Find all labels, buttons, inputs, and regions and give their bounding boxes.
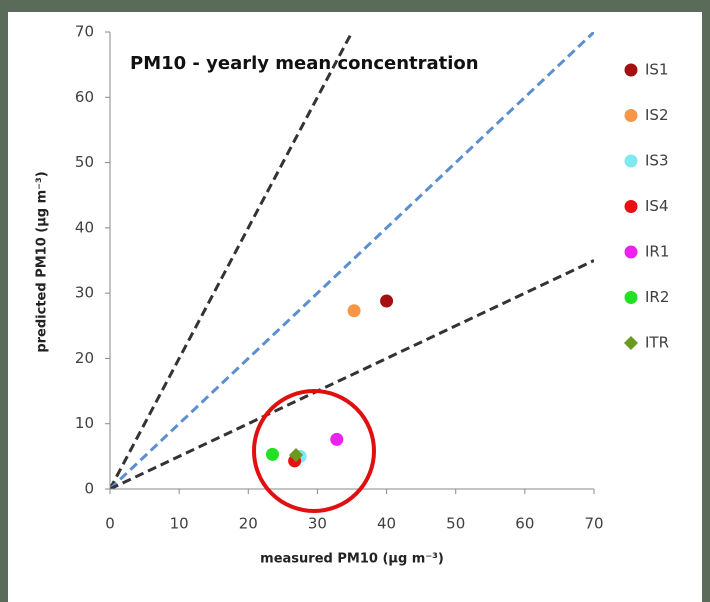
reference-line bbox=[110, 32, 594, 489]
legend-marker bbox=[624, 291, 638, 304]
y-tick-label: 40 bbox=[75, 218, 94, 236]
legend-marker bbox=[624, 154, 638, 168]
legend-label: IS3 bbox=[645, 152, 669, 170]
x-tick-label: 20 bbox=[239, 515, 258, 533]
legend-marker bbox=[624, 200, 638, 213]
x-tick-label: 70 bbox=[584, 515, 603, 533]
x-tick-label: 0 bbox=[105, 515, 115, 533]
x-tick-label: 10 bbox=[170, 515, 189, 533]
point bbox=[265, 447, 279, 461]
point bbox=[288, 448, 303, 463]
chart-title: PM10 - yearly mean concentration bbox=[130, 53, 479, 74]
y-tick-label: 10 bbox=[75, 414, 94, 432]
legend-marker bbox=[624, 245, 638, 259]
highlight-circle bbox=[252, 389, 376, 513]
y-tick-label: 60 bbox=[75, 88, 94, 106]
legend-label: ITR bbox=[645, 334, 669, 352]
point bbox=[380, 294, 394, 308]
legend-label: IS4 bbox=[645, 197, 669, 215]
legend-label: IS2 bbox=[645, 106, 669, 124]
legend-label: IR2 bbox=[645, 288, 669, 306]
y-tick-label: 20 bbox=[75, 349, 94, 367]
x-axis-label: measured PM10 (µg m⁻³) bbox=[260, 552, 444, 567]
legend-marker bbox=[624, 109, 638, 122]
x-tick-label: 50 bbox=[446, 515, 465, 533]
point bbox=[330, 432, 344, 446]
x-tick-label: 60 bbox=[515, 515, 534, 533]
legend-marker bbox=[624, 336, 638, 350]
reference-line bbox=[110, 259, 594, 489]
y-tick-label: 30 bbox=[75, 284, 94, 302]
point bbox=[347, 304, 361, 318]
y-axis-label: predicted PM10 (µg m⁻³) bbox=[35, 171, 50, 352]
reference-line bbox=[110, 32, 354, 489]
legend-marker bbox=[624, 63, 638, 77]
y-tick-label: 0 bbox=[84, 480, 94, 498]
x-tick-label: 30 bbox=[308, 515, 327, 533]
legend-label: IS1 bbox=[645, 61, 669, 79]
x-tick-label: 40 bbox=[377, 515, 396, 533]
y-tick-label: 70 bbox=[75, 23, 94, 41]
legend-label: IR1 bbox=[645, 243, 669, 261]
y-tick-label: 50 bbox=[75, 153, 94, 171]
